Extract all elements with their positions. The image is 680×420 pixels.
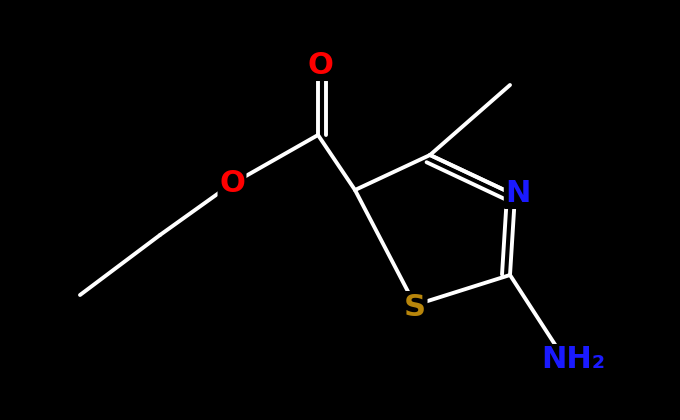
Text: NH₂: NH₂ [541,346,605,375]
Text: O: O [219,168,245,197]
Text: S: S [404,292,426,321]
Text: O: O [307,50,333,79]
Text: N: N [505,178,530,207]
